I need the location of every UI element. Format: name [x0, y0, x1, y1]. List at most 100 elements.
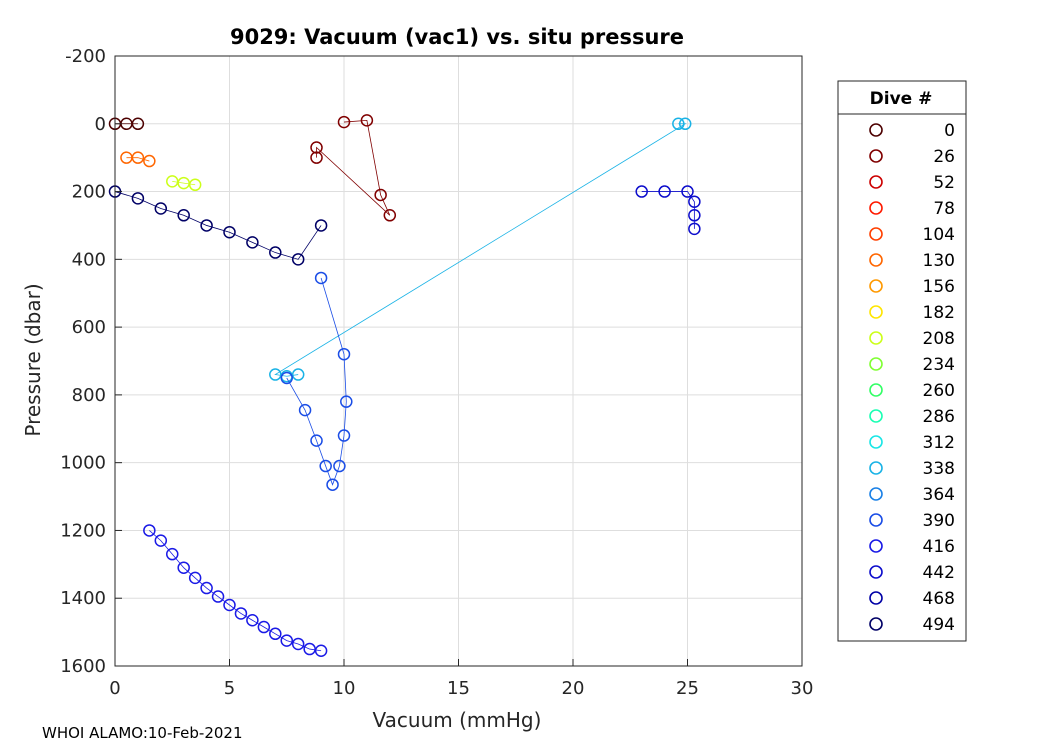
legend-marker	[869, 383, 883, 397]
legend-marker	[869, 175, 883, 189]
legend-label: 442	[923, 563, 955, 583]
legend-entry: 26	[869, 147, 955, 167]
data-point	[688, 222, 701, 236]
data-point	[360, 114, 374, 127]
data-point	[188, 178, 202, 192]
x-tick-label: 5	[224, 678, 235, 699]
footer-credit: WHOI ALAMO:10-Feb-2021	[42, 724, 243, 742]
data-point	[310, 434, 323, 447]
legend-entry: 130	[869, 251, 955, 271]
data-point	[672, 117, 685, 131]
legend-label: 286	[923, 407, 955, 427]
data-point	[177, 561, 190, 574]
legend-entry: 390	[869, 511, 955, 531]
legend-marker	[869, 253, 883, 267]
data-point	[688, 209, 701, 222]
series-line	[172, 180, 196, 186]
legend-marker	[869, 435, 883, 449]
tick-layer: 0 5 10 15 20 25 30 -200 0 200 400 600 800 1000 1200 140…	[60, 46, 813, 699]
legend-marker	[869, 357, 883, 371]
legend-label: 52	[933, 173, 955, 193]
legend-entry: 416	[869, 537, 955, 557]
x-tick-label: 10	[333, 678, 356, 699]
data-point	[257, 620, 271, 634]
data-point	[319, 459, 332, 473]
legend-marker	[869, 513, 883, 527]
legend-marker	[869, 565, 883, 579]
legend-label: 494	[923, 615, 955, 635]
legend-label: 234	[923, 355, 955, 375]
data-point	[310, 151, 323, 164]
legend-marker	[869, 409, 883, 423]
series-7	[635, 185, 701, 236]
legend-marker	[869, 305, 883, 319]
legend-entry: 156	[869, 277, 955, 297]
data-point	[291, 253, 305, 266]
legend-entry: 78	[869, 199, 955, 219]
series-5	[280, 271, 353, 491]
data-point	[223, 598, 236, 612]
data-point	[678, 117, 692, 131]
data-point	[269, 246, 282, 259]
y-tick-label: 800	[72, 385, 106, 406]
data-point	[269, 627, 282, 641]
data-point	[688, 195, 701, 208]
y-tick-label: 400	[72, 249, 106, 270]
x-tick-label: 15	[447, 678, 470, 699]
x-tick-label: 30	[791, 678, 814, 699]
legend-entry: 468	[869, 589, 955, 609]
legend-marker	[869, 331, 883, 345]
legend-entry: 104	[869, 225, 955, 245]
data-point	[166, 547, 179, 561]
legend-marker	[869, 227, 883, 241]
y-tick-label: 1400	[60, 588, 106, 609]
data-point	[635, 185, 648, 198]
legend-label: 26	[933, 147, 955, 167]
legend-entry: 234	[869, 355, 955, 375]
data-point	[200, 581, 213, 595]
series-line	[126, 157, 150, 162]
legend-label: 338	[923, 459, 955, 479]
data-point	[333, 459, 346, 473]
legend-marker	[869, 149, 883, 163]
data-point	[374, 188, 387, 202]
data-point	[143, 524, 156, 537]
legend-label: 468	[923, 589, 955, 609]
data-point	[280, 634, 293, 647]
data-point	[314, 219, 328, 232]
series-2	[120, 151, 156, 168]
series-line	[114, 191, 322, 260]
y-tick-label: 600	[72, 317, 106, 338]
data-point	[131, 151, 145, 164]
series-1	[310, 114, 397, 222]
legend-entry: 338	[869, 459, 955, 479]
legend-entry: 364	[869, 485, 955, 505]
data-point	[280, 371, 293, 385]
series-line	[286, 277, 347, 486]
data-point	[314, 644, 328, 657]
data-point	[246, 614, 259, 627]
y-tick-label: -200	[65, 46, 106, 67]
legend-entry: 52	[869, 173, 955, 193]
legend-title: Dive #	[870, 89, 933, 109]
legend-label: 312	[923, 433, 955, 453]
data-point	[143, 154, 156, 168]
legend-label: 156	[923, 277, 955, 297]
y-tick-label: 1200	[60, 520, 106, 541]
legend-entries: 0 26 52 78 104 130 156 182 208 234 260 286 312 338 364…	[869, 121, 955, 635]
legend-entry: 260	[869, 381, 955, 401]
data-point	[246, 236, 259, 249]
legend-marker	[869, 617, 883, 631]
x-tick-label: 25	[676, 678, 699, 699]
series-8	[108, 185, 328, 266]
legend-label: 0	[944, 121, 955, 141]
legend-label: 78	[933, 199, 955, 219]
data-point	[234, 607, 248, 620]
legend-entry: 494	[869, 615, 955, 635]
data-point	[154, 534, 168, 547]
data-point	[188, 571, 202, 585]
data-layer	[108, 114, 701, 657]
data-point	[314, 271, 328, 285]
data-point	[383, 209, 397, 222]
